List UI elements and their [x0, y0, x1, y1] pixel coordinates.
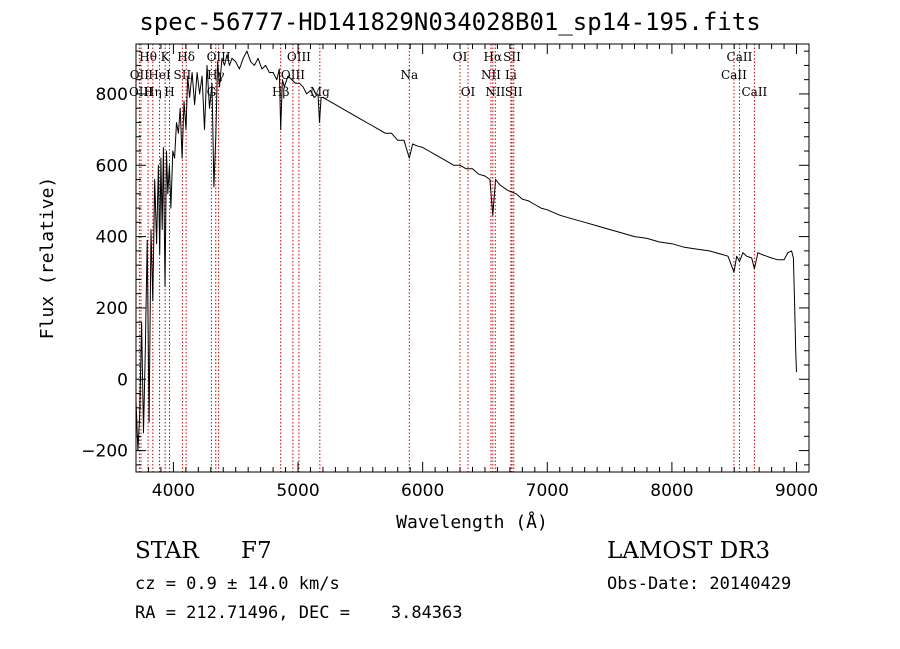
spectral-line-label: Mg: [310, 85, 330, 99]
spectral-line-label: OIII: [287, 50, 311, 64]
x-tick-label: 6000: [401, 481, 444, 501]
chart-title: spec-56777-HD141829N034028B01_sp14-195.f…: [139, 8, 761, 36]
spectral-line-label: SII: [505, 85, 523, 99]
spectrum-line: [135, 50, 797, 452]
spectral-line-label: OIII: [207, 50, 231, 64]
y-tick-label: 800: [96, 85, 128, 105]
x-tick-label: 7000: [526, 481, 569, 501]
x-tick-label: 5000: [276, 481, 319, 501]
spectral-line-label: NII: [485, 85, 505, 99]
plot-frame: [135, 43, 810, 473]
y-axis: −200 0 200 400 600 800: [81, 50, 809, 466]
y-tick-label: 600: [96, 156, 128, 176]
observation-date: Obs-Date: 20140429: [607, 574, 792, 594]
object-subclass: F7: [241, 538, 272, 564]
x-axis-title: Wavelength (Å): [396, 511, 548, 533]
y-tick-label: 400: [96, 228, 128, 248]
spectral-line-label: Hη: [144, 85, 162, 99]
x-tick-label: 4000: [152, 481, 195, 501]
spectral-line-label: H: [164, 85, 174, 99]
spectral-line-label: SII: [503, 50, 521, 64]
spectral-line-label: Hθ: [139, 50, 157, 64]
spectral-line-label: CaII: [727, 50, 753, 64]
spectral-line-label: Hδ: [177, 50, 195, 64]
spectral-line-label: CaII: [721, 68, 747, 82]
spectral-line-label: Hα: [484, 50, 503, 64]
spectral-line-label: Li: [505, 68, 517, 82]
spectral-line-label: HeI: [148, 68, 171, 82]
spectral-line-label: OIII: [281, 68, 305, 82]
object-class: STAR: [135, 538, 199, 564]
y-axis-title: Flux (relative): [37, 177, 58, 340]
spectral-line-label: CaII: [741, 85, 767, 99]
spectral-line-label: SII: [174, 68, 192, 82]
spectral-line-label: OI: [453, 50, 468, 64]
y-tick-label: −200: [81, 442, 128, 462]
spectral-line-label: Na: [400, 68, 418, 82]
spectral-line-label: K: [161, 50, 171, 64]
spectrum-layer: [135, 50, 797, 452]
coordinates: RA = 212.71496, DEC = 3.84363: [135, 603, 463, 623]
spectral-line-label: Hβ: [272, 85, 289, 99]
y-tick-label: 0: [117, 370, 128, 390]
spectral-line-label: OI: [461, 85, 476, 99]
redshift-value: cz = 0.9 ± 14.0 km/s: [135, 574, 340, 594]
x-axis: 4000 5000 6000 7000 8000 9000: [135, 44, 818, 501]
x-tick-label: 9000: [775, 481, 818, 501]
spectral-line-label: NII: [481, 68, 501, 82]
spectral-line-label: OII: [130, 68, 150, 82]
survey-name: LAMOST DR3: [607, 538, 771, 564]
spectral-line-label: OIII: [129, 85, 153, 99]
spectral-line-label: Hγ: [207, 68, 225, 82]
x-tick-label: 8000: [650, 481, 693, 501]
y-tick-label: 200: [96, 299, 128, 319]
